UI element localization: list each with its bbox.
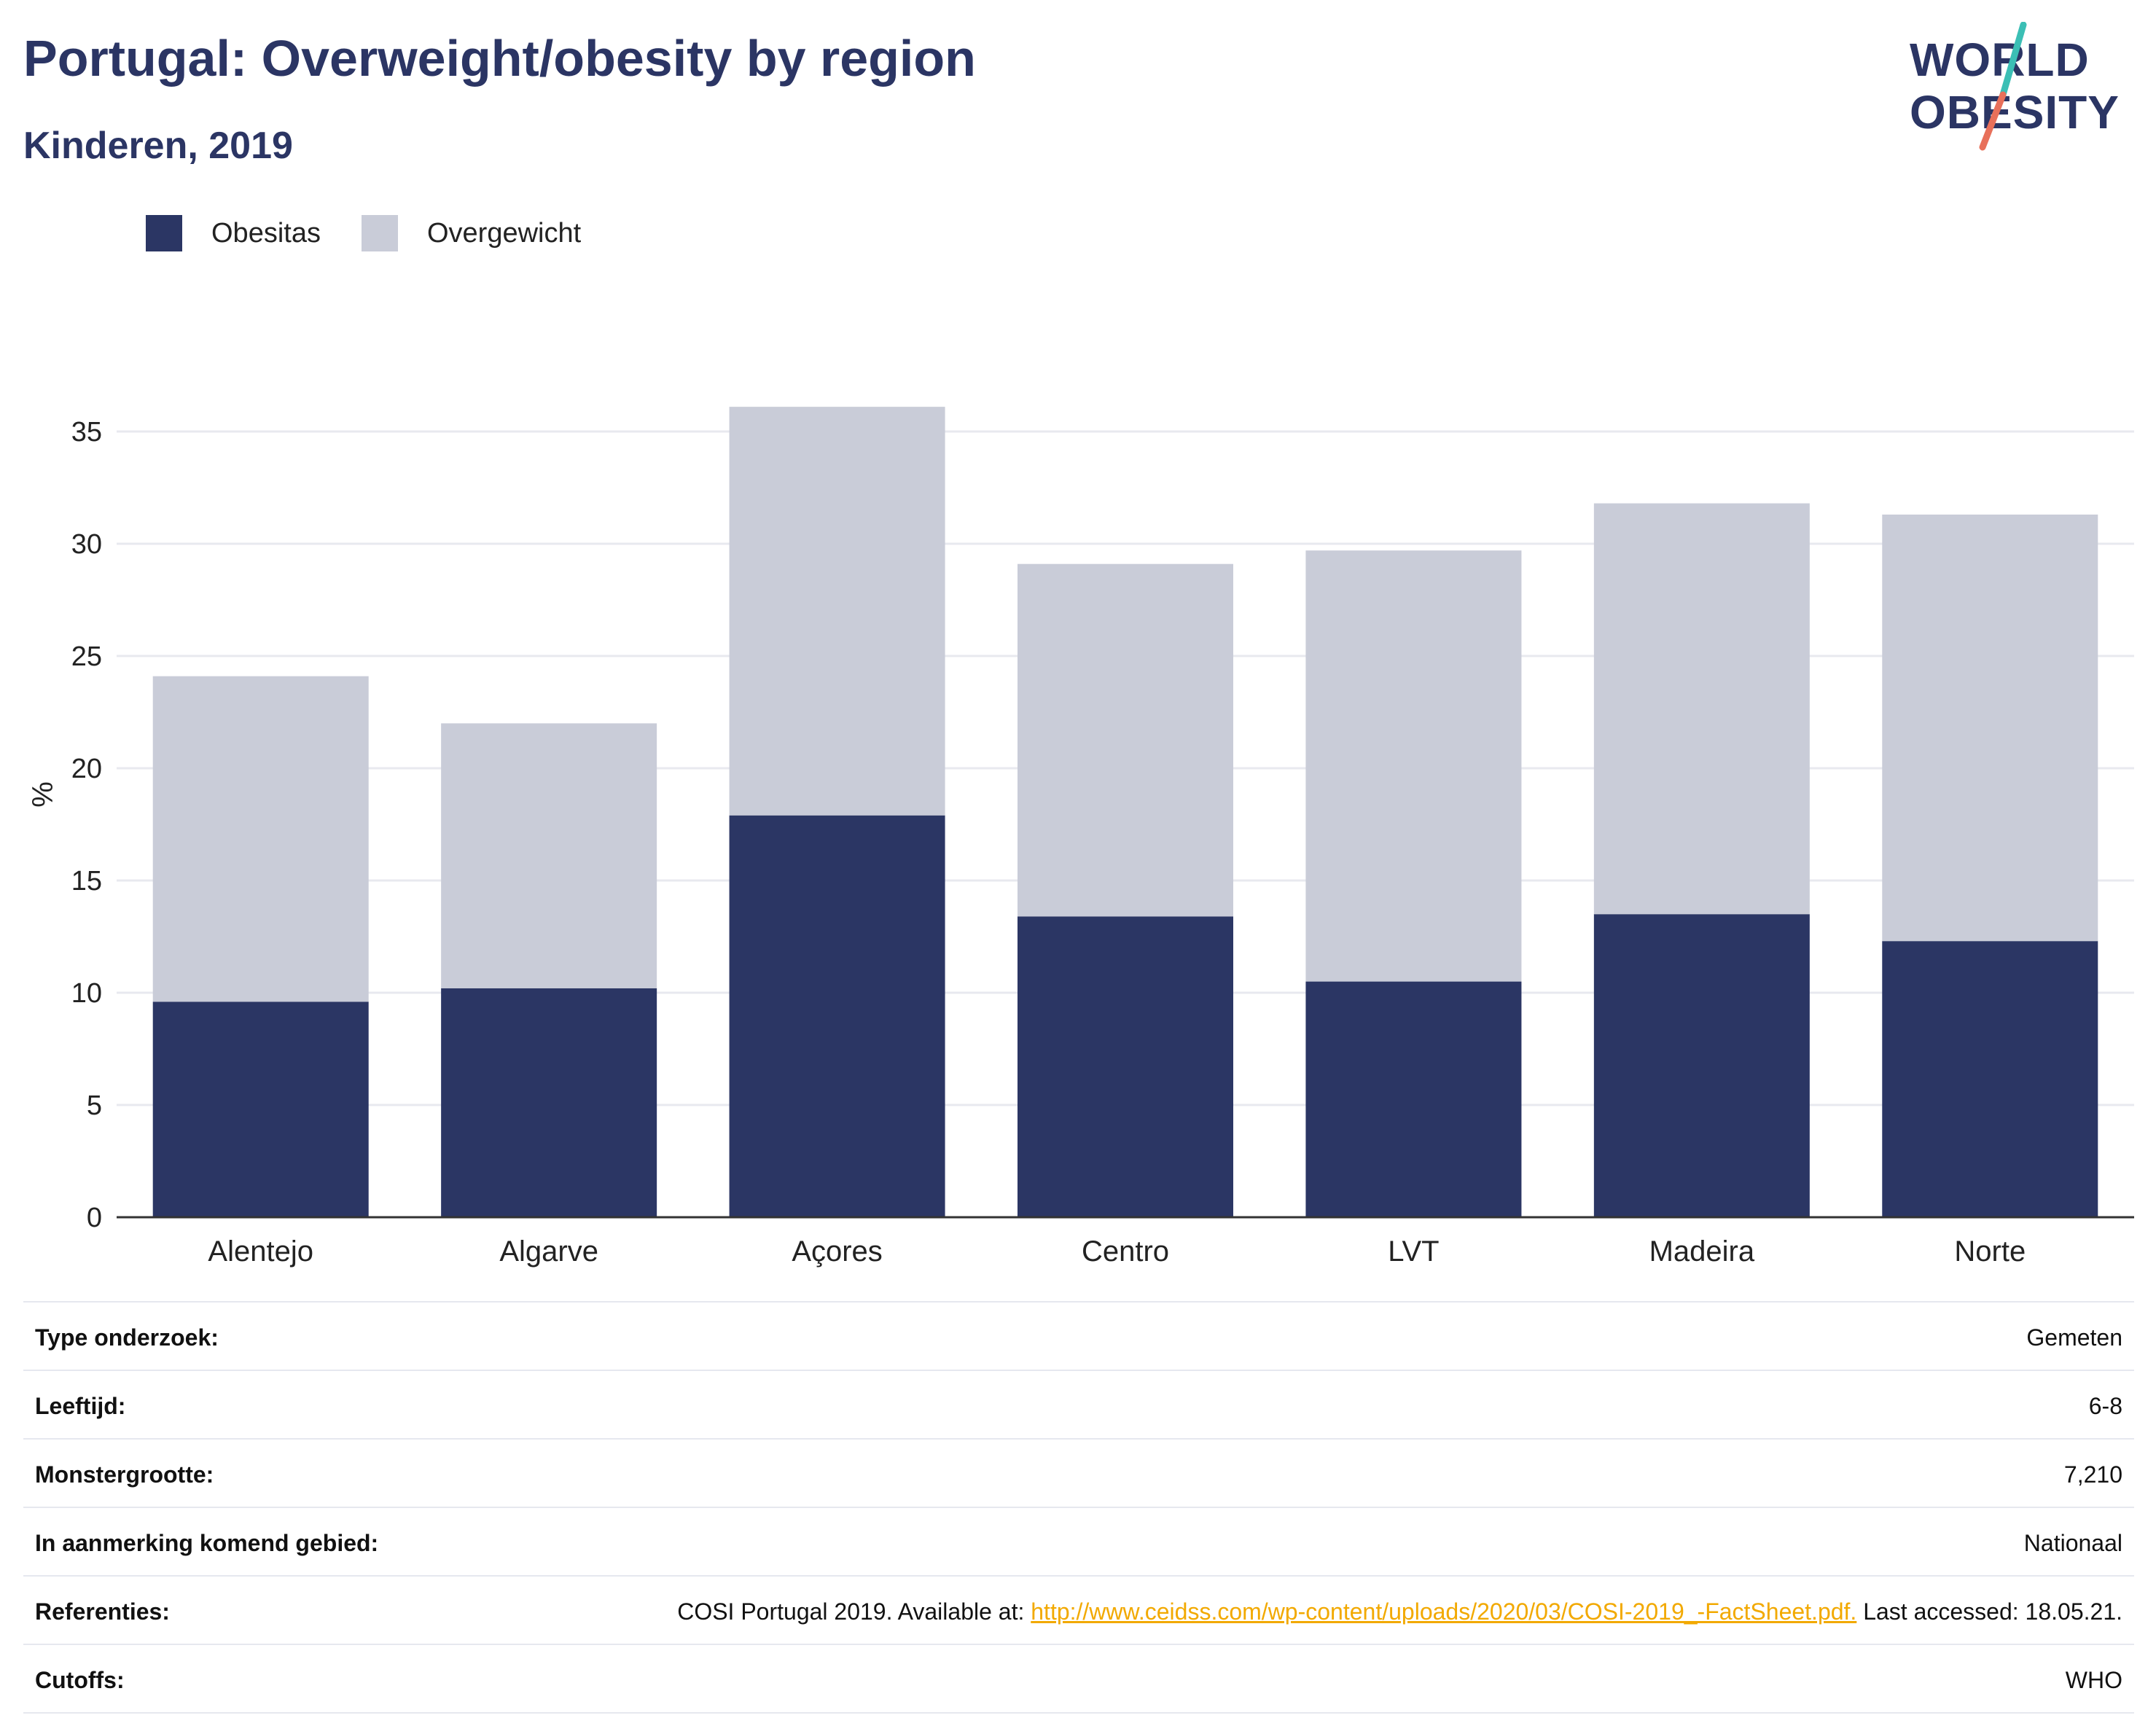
x-tick-label: Madeira (1649, 1235, 1755, 1268)
y-tick-label: 35 (71, 417, 102, 448)
y-tick-label: 25 (71, 641, 102, 672)
meta-key: In aanmerking komend gebied: (35, 1530, 379, 1556)
logo-slash-icon (1979, 22, 2027, 151)
meta-value: COSI Portugal 2019. Available at: http:/… (677, 1597, 2122, 1626)
legend-label-overgewicht: Overgewicht (426, 217, 582, 249)
legend-item-obesitas[interactable]: Obesitas (146, 215, 321, 251)
bar-overgewicht-madeira (1593, 503, 1810, 915)
bar-obesitas-alentejo (152, 1001, 369, 1217)
metadata-table: Type onderzoek: Gemeten Leeftijd: 6-8 Mo… (23, 1301, 2134, 1714)
bar-obesitas-açores (729, 815, 945, 1217)
meta-key: Leeftijd: (35, 1393, 126, 1419)
legend-swatch-overgewicht (361, 215, 398, 251)
bar-overgewicht-lvt (1305, 550, 1522, 982)
bar-overgewicht-norte (1882, 514, 2098, 942)
y-axis-label: % (27, 781, 59, 808)
x-tick-label: Norte (1954, 1235, 2026, 1268)
bar-obesitas-lvt (1305, 981, 1522, 1217)
legend-label-obesitas: Obesitas (211, 217, 321, 249)
meta-row-sample-size: Monstergrootte: 7,210 (23, 1438, 2134, 1507)
stacked-bar-chart: 0 5 10 15 20 25 30 35% Alentejo Algarve Açores Cent… (27, 407, 2134, 1268)
x-tick-label: Açores (792, 1235, 883, 1268)
reference-accessed: Last accessed: 18.05.21. (1856, 1598, 2122, 1625)
world-obesity-logo: WORLD OBESITY (1895, 22, 2136, 153)
y-tick-label: 20 (71, 754, 102, 784)
y-tick-label: 10 (71, 978, 102, 1009)
meta-row-age: Leeftijd: 6-8 (23, 1370, 2134, 1438)
x-tick-label: LVT (1388, 1235, 1439, 1268)
meta-value: WHO (2065, 1667, 2122, 1693)
bar-overgewicht-centro (1018, 563, 1233, 917)
bar-overgewicht-açores (729, 407, 945, 816)
bar-obesitas-norte (1882, 941, 2098, 1217)
legend-item-overgewicht[interactable]: Overgewicht (361, 215, 582, 251)
logo-word-1: WORLD (1910, 34, 2090, 86)
x-tick-label: Centro (1082, 1235, 1169, 1268)
legend-swatch-obesitas (146, 215, 182, 251)
meta-value: 7,210 (2063, 1461, 2122, 1488)
meta-key: Cutoffs: (35, 1667, 125, 1693)
meta-row-survey-type: Type onderzoek: Gemeten (23, 1301, 2134, 1370)
chart-title: Portugal: Overweight/obesity by region (23, 30, 976, 87)
chart-legend: Obesitas Overgewicht (146, 215, 622, 251)
meta-key: Type onderzoek: (35, 1324, 219, 1351)
meta-key: Referenties: (35, 1598, 170, 1625)
reference-link[interactable]: http://www.ceidss.com/wp-content/uploads… (1031, 1598, 1857, 1625)
bar-obesitas-centro (1018, 916, 1233, 1217)
bar-obesitas-algarve (441, 988, 657, 1217)
x-tick-label: Algarve (499, 1235, 598, 1268)
meta-row-references: Referenties: COSI Portugal 2019. Availab… (23, 1575, 2134, 1644)
x-tick-label: Alentejo (208, 1235, 313, 1268)
y-tick-label: 15 (71, 866, 102, 897)
meta-key: Monstergrootte: (35, 1461, 214, 1488)
y-tick-label: 0 (87, 1203, 102, 1233)
meta-row-area: In aanmerking komend gebied: Nationaal (23, 1507, 2134, 1575)
meta-value: 6-8 (2088, 1393, 2122, 1419)
meta-value: Gemeten (2026, 1324, 2122, 1351)
bar-obesitas-madeira (1593, 914, 1810, 1217)
meta-row-cutoffs: Cutoffs: WHO (23, 1644, 2134, 1714)
y-tick-label: 30 (71, 529, 102, 560)
y-tick-label: 5 (87, 1090, 102, 1121)
logo-word-2: OBESITY (1910, 86, 2120, 138)
bar-overgewicht-alentejo (152, 676, 369, 1002)
reference-text: COSI Portugal 2019. Available at: (677, 1598, 1031, 1625)
meta-value: Nationaal (2023, 1530, 2122, 1556)
chart-subtitle: Kinderen, 2019 (23, 125, 293, 167)
bar-overgewicht-algarve (441, 723, 657, 988)
